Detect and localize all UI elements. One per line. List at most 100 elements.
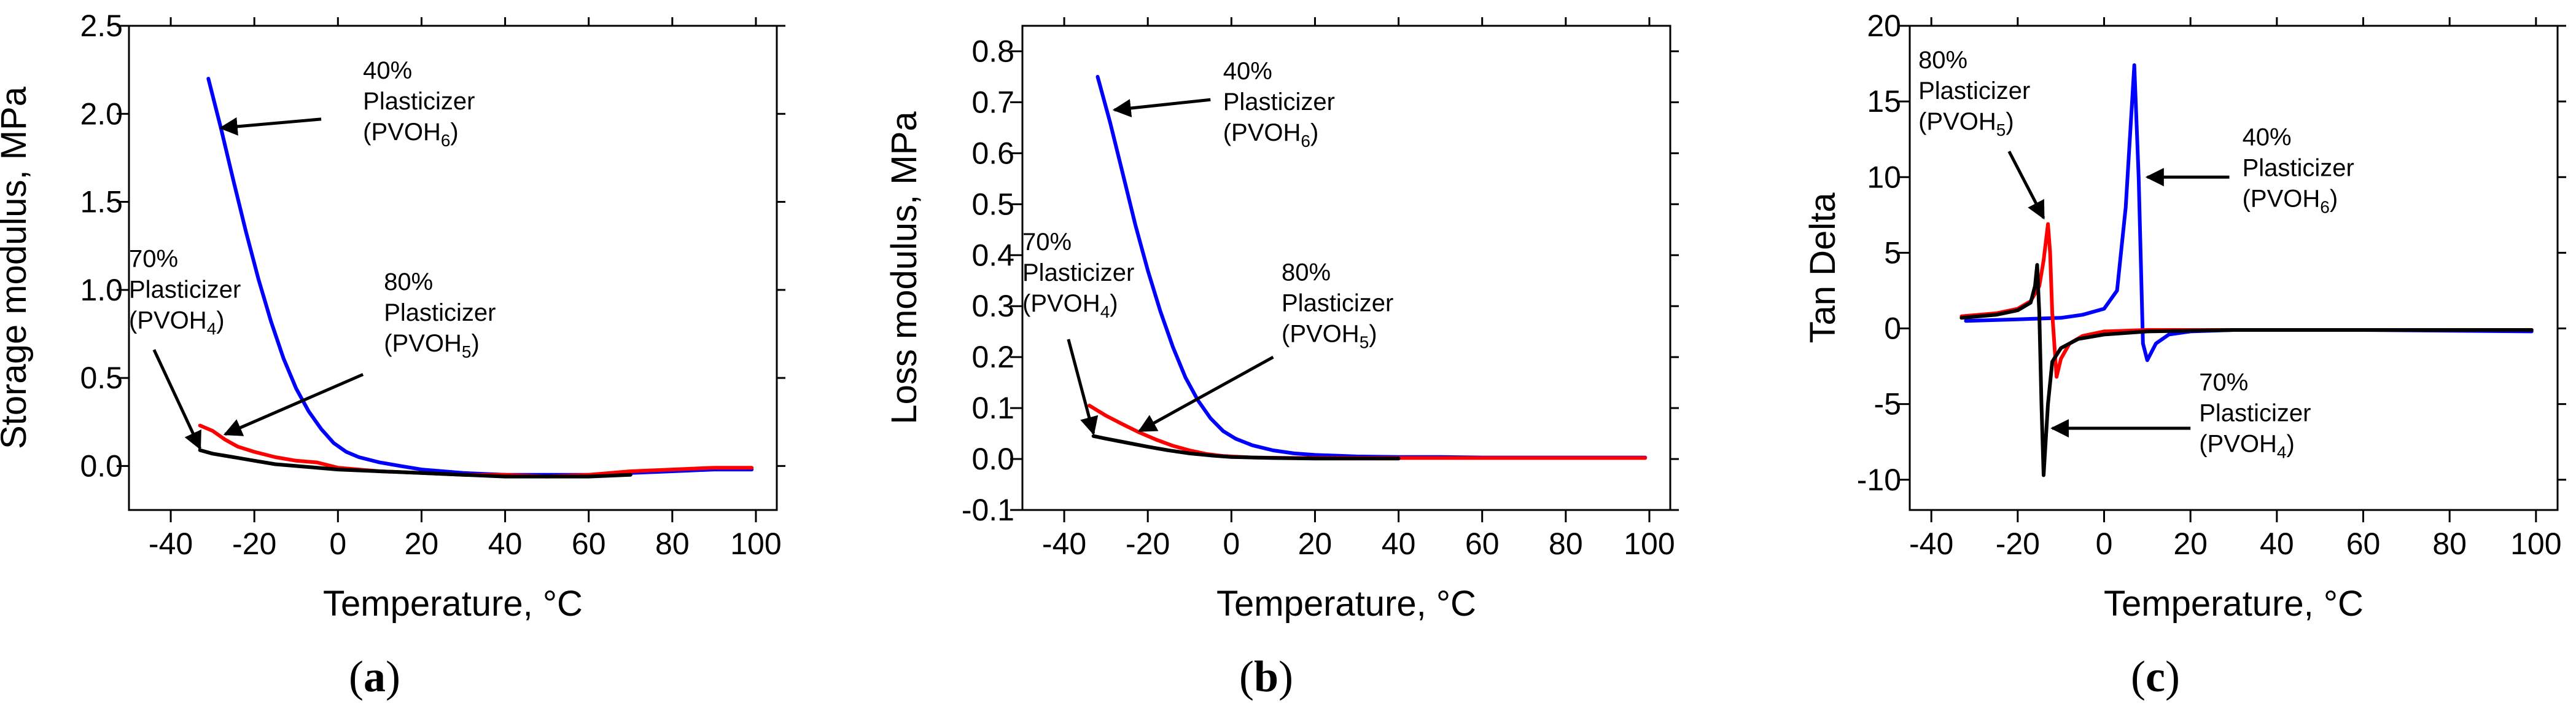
y-axis-title: Tan Delta <box>1803 192 1843 343</box>
annotation-subscript: 5 <box>1360 333 1369 352</box>
annotation-percent: 40% <box>2243 124 2292 151</box>
annotation-arrow <box>1112 98 1211 117</box>
y-tick-label: 0.4 <box>971 238 1014 272</box>
annotation-arrow <box>1067 339 1099 436</box>
annotation: 40% Plasticizer (PVOH6) <box>2243 124 2354 217</box>
x-tick-label: 80 <box>2432 527 2467 561</box>
x-tick-label: 80 <box>1549 527 1583 561</box>
annotation-percent: 70% <box>1022 229 1072 256</box>
x-tick-label: 100 <box>2510 527 2561 561</box>
y-axis-title: Storage modulus, MPa <box>0 86 34 449</box>
series-line-2 <box>198 448 632 479</box>
annotation: 80% Plasticizer (PVOH5) <box>1282 259 1393 352</box>
y-tick-label: 5 <box>1884 235 1901 270</box>
annotation: 80% Plasticizer (PVOH5) <box>1918 47 2030 139</box>
annotation-arrow <box>152 349 201 450</box>
annotation-formula-close: ) <box>471 330 479 357</box>
annotation-formula: (PVOH5) <box>1918 108 2014 139</box>
annotation-formula-close: ) <box>450 119 458 146</box>
annotation-subscript: 5 <box>1996 120 2006 139</box>
annotation-formula-text: (PVOH <box>2199 430 2277 457</box>
annotation-arrow <box>223 373 364 436</box>
annotation-formula: (PVOH6) <box>2243 186 2338 217</box>
x-tick-label: -40 <box>149 527 193 561</box>
y-tick-label: 1.0 <box>80 273 123 307</box>
y-tick-label: 2.0 <box>80 96 123 131</box>
annotation-percent: 70% <box>129 246 178 273</box>
panel-a: -40 -20 0 20 40 60 80 100 0.0 0.5 1.0 1.5 2.0 2.5 Temp… <box>0 9 785 701</box>
annotation-formula-text: (PVOH <box>1022 290 1100 317</box>
y-tick-label: 0.5 <box>80 361 123 395</box>
annotation-formula-text: (PVOH <box>129 307 207 334</box>
annotation: 40% Plasticizer (PVOH6) <box>363 57 475 150</box>
annotation-formula: (PVOH5) <box>384 330 480 361</box>
annotation-percent: 80% <box>384 269 433 296</box>
annotation-subscript: 4 <box>1100 302 1110 321</box>
x-tick-label: 100 <box>1624 527 1675 561</box>
annotation-formula-text: (PVOH <box>363 119 441 146</box>
annotation-subscript: 6 <box>2320 198 2330 217</box>
panel-label: (a) <box>349 652 400 701</box>
y-tick-label: 1.5 <box>80 185 123 219</box>
annotation-formula-close: ) <box>2330 186 2338 213</box>
annotation-formula: (PVOH4) <box>2199 430 2295 461</box>
x-tick-label: 0 <box>329 527 346 561</box>
x-tick-label: 60 <box>2346 527 2381 561</box>
y-tick-label: 0.6 <box>971 136 1014 170</box>
annotation-word: Plasticizer <box>1918 77 2030 104</box>
series-line-2 <box>1959 263 2534 477</box>
x-tick-label: 40 <box>2260 527 2294 561</box>
annotation-formula: (PVOH6) <box>1223 119 1319 151</box>
panel-label-letter: c <box>2146 652 2165 701</box>
x-tick-label: 0 <box>1223 527 1240 561</box>
x-tick-label: 20 <box>2173 527 2208 561</box>
x-tick-label: 60 <box>1465 527 1500 561</box>
y-tick-label: 0.1 <box>971 391 1014 425</box>
x-tick-label: -20 <box>1996 527 2040 561</box>
panel-label-close: ) <box>386 652 400 701</box>
annotation-word: Plasticizer <box>2199 399 2311 426</box>
x-axis-title: Temperature, °C <box>2104 584 2364 624</box>
panel-label-letter: b <box>1254 652 1278 701</box>
y-tick-label: 0.2 <box>971 340 1014 374</box>
plot-frame <box>1021 25 1671 511</box>
y-tick-label: 2.5 <box>80 9 123 43</box>
annotation-percent: 40% <box>1223 58 1272 85</box>
annotation-arrow <box>219 117 322 136</box>
annotation: 70% Plasticizer (PVOH4) <box>2199 369 2311 461</box>
y-tick-label: -0.1 <box>962 493 1014 527</box>
x-tick-label: 40 <box>1382 527 1416 561</box>
annotation-word: Plasticizer <box>363 88 475 115</box>
annotation-subscript: 6 <box>441 131 451 150</box>
y-tick-label: 0.5 <box>971 187 1014 221</box>
plot-frame <box>128 25 778 511</box>
annotation: 40% Plasticizer (PVOH6) <box>1223 58 1335 151</box>
annotation: 70% Plasticizer (PVOH4) <box>1022 229 1134 321</box>
annotation-subscript: 4 <box>207 320 217 339</box>
annotation-formula-close: ) <box>1110 290 1118 317</box>
series-line-0 <box>1095 74 1648 460</box>
y-tick-label: 10 <box>1867 160 1901 194</box>
annotation-formula-close: ) <box>2006 108 2014 135</box>
y-tick-label: 0.3 <box>971 289 1014 323</box>
annotation: 80% Plasticizer (PVOH5) <box>384 269 496 361</box>
series-line-1 <box>1959 222 2534 379</box>
y-tick-label: 20 <box>1867 9 1901 43</box>
x-tick-label: -40 <box>1042 527 1086 561</box>
panel-c: -40 -20 0 20 40 60 80 100 -10 -5 0 5 10 15 20 Temperatu… <box>1803 9 2566 701</box>
x-tick-label: -40 <box>1909 527 1953 561</box>
y-tick-label: 0.0 <box>971 442 1014 476</box>
annotation-percent: 80% <box>1282 259 1331 286</box>
y-tick-label: 15 <box>1867 84 1901 119</box>
annotation-formula-text: (PVOH <box>1223 119 1301 146</box>
annotation-formula-text: (PVOH <box>384 330 462 357</box>
x-tick-label: 0 <box>2096 527 2113 561</box>
y-tick-label: -10 <box>1857 463 1901 497</box>
annotation-percent: 40% <box>363 57 412 84</box>
panel-label-close: ) <box>2165 652 2180 701</box>
annotation-formula-close: ) <box>1310 119 1318 146</box>
x-tick-label: -20 <box>1126 527 1170 561</box>
annotation-word: Plasticizer <box>1282 290 1393 317</box>
x-tick-label: 20 <box>405 527 439 561</box>
